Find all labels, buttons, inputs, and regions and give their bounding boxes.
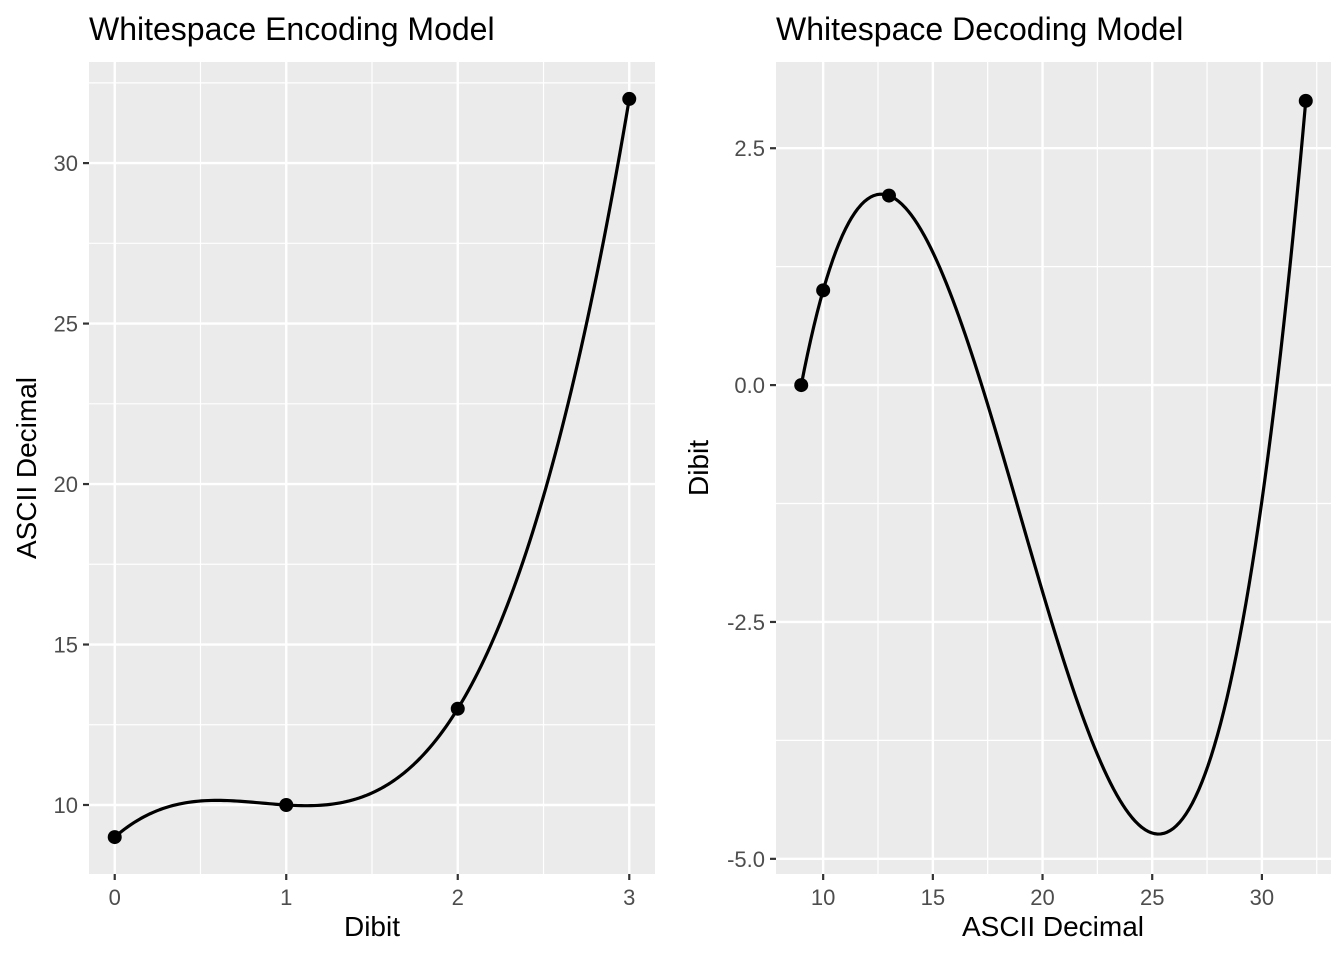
x-axis-title: Dibit xyxy=(344,911,400,942)
x-tick-label: 10 xyxy=(811,885,835,910)
x-tick-label: 15 xyxy=(921,885,945,910)
decoding-chart: 10 15 20 25 30 2.5 0.0 -2.5 -5.0 Whitespace Deco… xyxy=(672,0,1344,960)
y-tick-label: 2.5 xyxy=(734,136,765,161)
encoding-chart-svg: 0 1 2 3 10 15 20 25 30 Whitespace Encoding Model… xyxy=(11,11,655,942)
encoding-panel-layer: 0 1 2 3 10 15 20 25 30 xyxy=(54,62,655,910)
y-tick-label: 25 xyxy=(54,312,78,337)
x-tick-label: 25 xyxy=(1140,885,1164,910)
data-point xyxy=(279,797,294,812)
x-tick-label: 20 xyxy=(1030,885,1054,910)
x-tick-label: 1 xyxy=(280,885,292,910)
y-axis-title: ASCII Decimal xyxy=(11,377,42,559)
decoding-chart-svg: 10 15 20 25 30 2.5 0.0 -2.5 -5.0 Whitespace Deco… xyxy=(683,11,1331,942)
x-tick-label: 2 xyxy=(452,885,464,910)
plot-title: Whitespace Decoding Model xyxy=(776,11,1183,47)
y-tick-label: 10 xyxy=(54,793,78,818)
data-point xyxy=(622,91,637,106)
y-tick-label: 20 xyxy=(54,472,78,497)
y-tick-label: -2.5 xyxy=(727,610,765,635)
decoding-panel-layer: 10 15 20 25 30 2.5 0.0 -2.5 -5.0 xyxy=(727,62,1331,910)
data-point xyxy=(1298,93,1313,108)
x-axis-title: ASCII Decimal xyxy=(962,911,1144,942)
data-point xyxy=(450,701,465,716)
y-tick-label: 30 xyxy=(54,151,78,176)
y-axis-title: Dibit xyxy=(683,440,714,496)
y-tick-label: -5.0 xyxy=(727,847,765,872)
encoding-chart: 0 1 2 3 10 15 20 25 30 Whitespace Encoding Model… xyxy=(0,0,672,960)
data-point xyxy=(881,188,896,203)
y-tick-label: 0.0 xyxy=(734,373,765,398)
panel-background xyxy=(776,62,1331,874)
y-tick-label: 15 xyxy=(54,633,78,658)
x-tick-label: 0 xyxy=(109,885,121,910)
data-point xyxy=(794,378,809,393)
x-tick-label: 30 xyxy=(1250,885,1274,910)
smooth-curve xyxy=(113,97,631,839)
x-tick-label: 3 xyxy=(623,885,635,910)
data-point xyxy=(816,283,831,298)
data-point xyxy=(107,830,122,845)
plot-title: Whitespace Encoding Model xyxy=(89,11,495,47)
